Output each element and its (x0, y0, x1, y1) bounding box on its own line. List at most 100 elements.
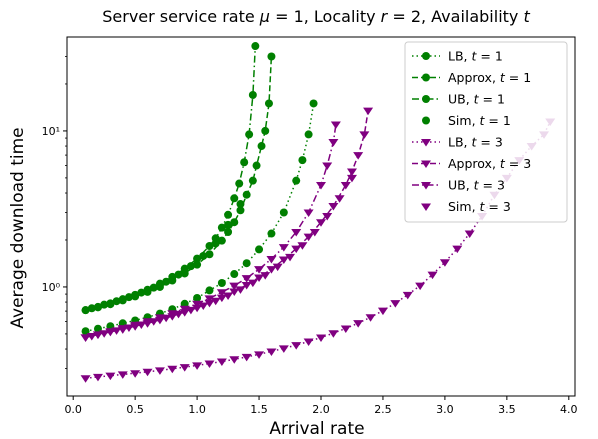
chart-title: Server service rate μ = 1, Locality r = … (102, 7, 530, 26)
data-point (363, 107, 374, 116)
data-point (291, 229, 302, 237)
data-point (230, 270, 239, 279)
x-tick-label: 2.0 (312, 403, 330, 416)
legend-marker (422, 52, 430, 60)
data-point (217, 279, 226, 288)
data-point (198, 302, 209, 311)
data-point (193, 260, 202, 269)
data-point (291, 245, 302, 254)
x-tick-label: 2.5 (374, 403, 392, 416)
data-point (322, 162, 333, 171)
data-point (173, 310, 184, 319)
data-point (328, 138, 339, 147)
data-point (248, 176, 257, 185)
data-point (224, 220, 233, 229)
data-point (254, 274, 265, 282)
data-point (186, 262, 195, 271)
data-point (230, 194, 239, 203)
data-point (216, 294, 227, 303)
data-point (298, 156, 307, 165)
data-point (251, 42, 260, 51)
data-point (303, 209, 314, 218)
data-point (330, 121, 341, 129)
data-point (216, 358, 227, 366)
data-point (328, 330, 339, 338)
data-point (204, 295, 215, 303)
data-point (303, 338, 314, 347)
data-point (216, 289, 227, 297)
data-point (230, 218, 239, 227)
data-point (297, 242, 308, 250)
data-point (439, 259, 450, 267)
data-point (123, 324, 134, 332)
data-point (427, 271, 438, 280)
data-point (266, 256, 277, 264)
data-point (353, 320, 364, 328)
legend-label: Approx, t = 1 (448, 70, 531, 85)
data-point (346, 168, 357, 176)
data-point (118, 295, 127, 304)
legend-entry: LB, t = 3 (412, 135, 503, 150)
data-point (117, 325, 128, 333)
legend-label: LB, t = 1 (448, 49, 503, 64)
data-point (267, 229, 276, 238)
data-point (148, 318, 159, 326)
data-point (174, 270, 183, 279)
data-point (452, 245, 463, 254)
data-point (211, 239, 220, 248)
legend-marker (421, 182, 431, 190)
data-point (267, 52, 276, 61)
legend-marker (422, 116, 430, 125)
data-point (254, 351, 265, 359)
data-point (278, 256, 289, 264)
data-point (278, 244, 289, 252)
data-point (93, 302, 102, 311)
data-point (111, 327, 122, 335)
data-point (304, 130, 313, 139)
data-point (155, 279, 164, 288)
data-point (240, 158, 249, 167)
series-6 (80, 121, 341, 342)
data-point (124, 293, 133, 302)
data-point (245, 130, 254, 139)
data-point (248, 90, 257, 99)
data-point (402, 291, 413, 300)
legend-label: Sim, t = 3 (448, 199, 511, 214)
data-point (316, 334, 326, 343)
y-tick-label: 10¹ (42, 125, 60, 138)
y-axis-label: Average download time (8, 127, 28, 328)
x-tick-label: 1.5 (250, 403, 268, 416)
legend-entry: Sim, t = 1 (422, 113, 511, 128)
data-point (217, 223, 226, 232)
data-point (205, 286, 214, 295)
data-point (130, 370, 141, 378)
data-point (236, 200, 245, 209)
data-point (377, 307, 388, 316)
data-point (224, 228, 233, 237)
y-tick-label: 10⁰ (42, 281, 61, 294)
data-point (81, 306, 90, 315)
data-point (260, 272, 271, 280)
data-point (235, 179, 244, 188)
data-point (192, 304, 203, 313)
data-point (309, 99, 318, 108)
legend: LB, t = 1 Approx, t = 1 UB, t = 1 Sim, t = … (404, 41, 568, 223)
data-point (99, 330, 110, 338)
series-line (85, 45, 257, 311)
data-point (179, 364, 190, 372)
data-point (137, 288, 146, 297)
data-point (279, 208, 288, 217)
data-point (161, 314, 172, 323)
legend-marker (422, 95, 430, 103)
data-point (264, 99, 273, 108)
data-point (255, 245, 264, 254)
data-point (167, 365, 178, 374)
legend-label: Sim, t = 1 (448, 113, 511, 128)
data-point (180, 264, 189, 273)
legend-entry: UB, t = 1 (412, 92, 505, 107)
data-point (261, 126, 270, 135)
data-point (252, 161, 261, 170)
legend-label: UB, t = 3 (448, 178, 505, 193)
data-point (241, 275, 252, 283)
data-point (205, 242, 214, 251)
